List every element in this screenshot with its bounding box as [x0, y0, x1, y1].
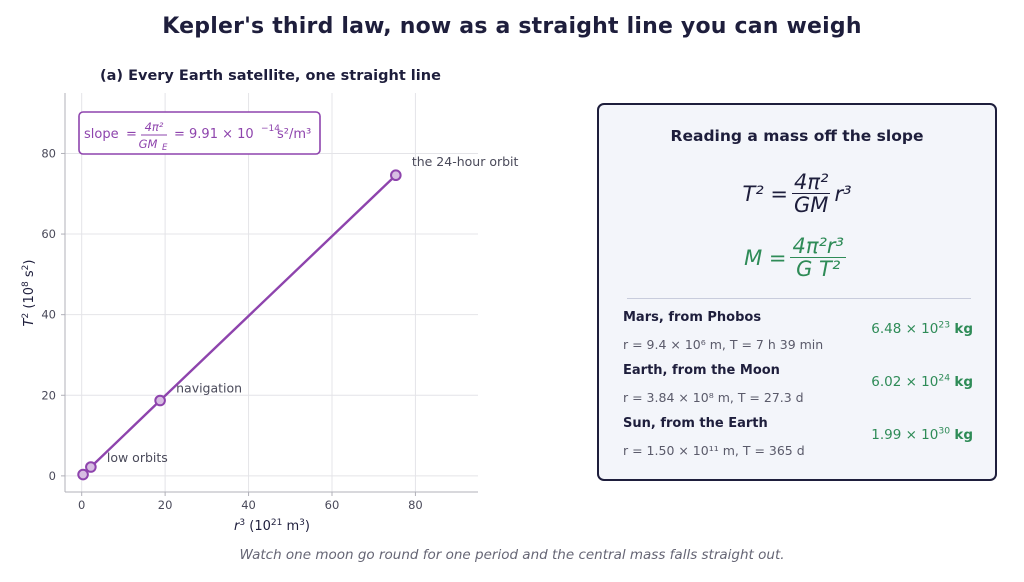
data-point: [154, 394, 166, 407]
y-tick-label: 20: [41, 388, 56, 402]
x-tick-label: 0: [78, 498, 85, 512]
example-detail: r = 1.50 × 10¹¹ m, T = 365 d: [623, 443, 805, 458]
mass-denominator: G T²: [796, 257, 841, 282]
y-axis-label: T2 (108 s2): [21, 260, 37, 327]
x-tick-label: 60: [325, 498, 340, 512]
example-name: Mars, from Phobos: [623, 310, 762, 325]
x-tick-label: 40: [241, 498, 256, 512]
slope-equals: =: [126, 127, 137, 142]
chart-ticks: 0 20 40 60 80 0 20 40 60 80: [41, 146, 422, 512]
slope-numerator: 4π²: [145, 120, 164, 134]
slope-value: = 9.91 × 10: [174, 127, 254, 142]
slope-denominator: GM: [139, 137, 158, 151]
x-tick-label: 20: [158, 498, 173, 512]
point-annotation: the 24-hour orbit: [412, 154, 519, 169]
example-mass: 6.02 × 1024 kg: [871, 372, 973, 390]
chart-axes: [64, 93, 478, 493]
mass-numerator: 4π²r³: [790, 234, 846, 259]
y-tick-label: 40: [41, 308, 56, 322]
series-line: [82, 174, 397, 476]
figure-caption: Watch one moon go round for one period a…: [239, 547, 785, 563]
kepler-law-formula: T² = 4π² GM r³: [599, 171, 995, 216]
page-title: Kepler's third law, now as a straight li…: [162, 14, 862, 39]
example-name: Earth, from the Moon: [623, 363, 780, 378]
example-detail: r = 3.84 × 10⁸ m, T = 27.3 d: [623, 390, 804, 405]
law-denominator: GM: [794, 193, 829, 218]
panel-title: Reading a mass off the slope: [670, 127, 924, 145]
slope-prefix: slope: [84, 127, 119, 142]
slope-denominator-sub: E: [162, 143, 168, 153]
x-tick-label: 80: [408, 498, 423, 512]
chart-series: [77, 169, 402, 481]
slope-box: slope = 4π² GM E = 9.91 × 10 −14 s²/m³: [78, 111, 321, 155]
slope-unit: s²/m³: [277, 127, 311, 142]
point-annotation: navigation: [176, 381, 242, 396]
chart-annotations: low orbits navigation the 24-hour orbit: [107, 154, 519, 465]
example-detail: r = 9.4 × 10⁶ m, T = 7 h 39 min: [623, 337, 824, 352]
panel-divider: [627, 298, 971, 299]
mass-panel: Reading a mass off the slope T² = 4π² GM…: [597, 103, 997, 481]
svg-text:r3 (1021 m3): r3 (1021 m3): [234, 518, 310, 534]
law-numerator: 4π²: [792, 170, 831, 195]
data-point: [77, 468, 89, 481]
example-mass: 1.99 × 1030 kg: [871, 425, 973, 443]
chart-title: (a) Every Earth satellite, one straight …: [100, 68, 441, 84]
data-point: [390, 169, 402, 182]
example-mass: 6.48 × 1023 kg: [871, 319, 973, 337]
satellite-chart: 0 20 40 60 80 0 20 40 60 80 low orbits navigation t…: [21, 93, 519, 534]
data-point: [85, 461, 97, 473]
svg-text:T2 (108 s2): T2 (108 s2): [21, 260, 37, 327]
law-lhs: T² =: [742, 181, 789, 206]
mass-lhs: M =: [744, 245, 787, 270]
y-tick-label: 80: [41, 146, 56, 160]
law-fraction: 4π² GM: [792, 170, 831, 218]
point-annotation: low orbits: [107, 450, 168, 465]
example-name: Sun, from the Earth: [623, 416, 768, 431]
mass-formula: M = 4π²r³ G T²: [599, 235, 995, 280]
mass-fraction: 4π²r³ G T²: [790, 234, 846, 282]
x-axis-label: r3 (1021 m3): [234, 518, 310, 534]
slope-exponent: −14: [261, 124, 280, 134]
law-rhs: r³: [834, 181, 852, 206]
y-tick-label: 60: [41, 227, 56, 241]
y-tick-label: 0: [49, 469, 56, 483]
